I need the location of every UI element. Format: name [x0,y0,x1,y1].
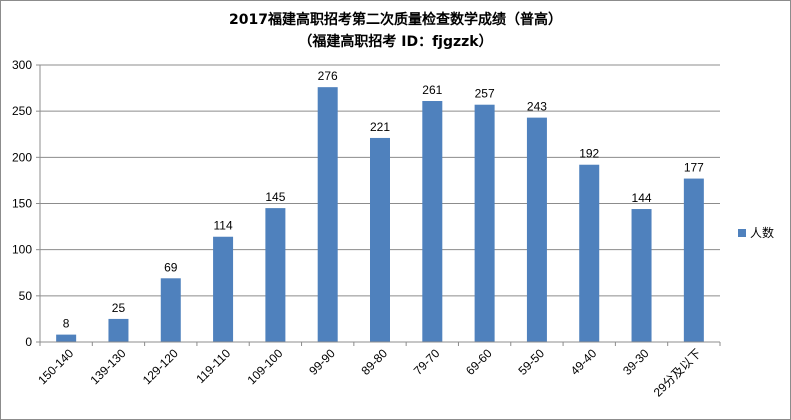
data-label: 69 [164,260,178,274]
x-tick-label: 29分及以下 [651,346,704,399]
bar-49-40 [579,164,600,342]
data-label: 257 [475,87,495,101]
data-label: 261 [422,83,442,97]
y-tick-label: 200 [12,150,32,164]
data-label: 114 [214,219,233,233]
legend-swatch-人数 [738,229,746,237]
x-tick-label: 150-140 [35,346,76,387]
data-label: 144 [632,191,652,205]
y-tick-label: 50 [19,289,33,303]
bar-139-130 [108,318,129,342]
bar-129-120 [160,278,181,342]
x-tick-label: 99-90 [306,346,338,378]
y-tick-label: 150 [12,197,32,211]
data-label: 221 [370,120,390,134]
x-tick-label: 89-80 [359,346,391,378]
data-label: 25 [112,301,126,315]
bar-69-60 [474,104,495,342]
legend-label: 人数 [750,225,774,240]
bar-119-110 [213,236,234,342]
bar-109-100 [265,208,286,342]
bar-89-80 [370,137,390,342]
x-tick-label: 59-50 [515,346,547,378]
y-tick-label: 0 [25,335,32,349]
y-tick-label: 300 [12,58,32,72]
x-tick-label: 79-70 [411,346,443,378]
x-tick-label: 119-110 [193,346,233,386]
x-tick-label: 69-60 [463,346,495,378]
bar-79-70 [422,101,443,342]
bar-39-30 [631,209,652,342]
x-tick-label: 39-30 [620,346,652,378]
chart-title: 2017福建高职招考第二次质量检查数学成绩（普高） [229,12,562,28]
data-label: 145 [265,190,285,204]
y-tick-label: 100 [12,243,32,257]
data-label: 192 [579,147,599,161]
data-label: 243 [527,100,547,114]
y-tick-label: 250 [12,104,32,118]
x-tick-label: 49-40 [568,346,600,378]
data-label: 276 [318,69,338,83]
bar-99-90 [317,87,338,342]
x-tick-label: 129-120 [140,346,181,387]
bar-59-50 [526,117,547,342]
bar-29分及以下 [683,178,704,342]
bar-150-140 [56,334,77,342]
x-tick-label: 109-100 [244,346,285,387]
data-label: 177 [684,161,704,175]
x-tick-label: 139-130 [88,346,129,387]
data-label: 8 [63,317,70,331]
chart-subtitle: （福建高职招考 ID：fjgzzk） [298,34,493,50]
